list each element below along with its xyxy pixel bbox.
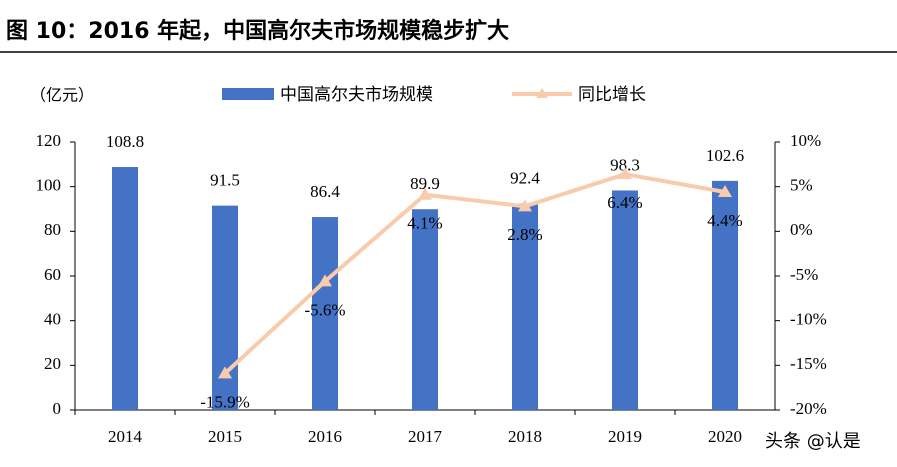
y-tick-label: 60 xyxy=(44,265,61,284)
bar xyxy=(612,190,638,410)
bar-value-label: 89.9 xyxy=(410,174,440,193)
y2-tick-label: 0% xyxy=(790,220,813,239)
x-tick-label: 2014 xyxy=(108,427,143,446)
y-tick-label: 80 xyxy=(44,220,61,239)
line-value-label: -15.9% xyxy=(200,392,250,411)
bar xyxy=(312,217,338,410)
line-value-label: 4.1% xyxy=(407,214,442,233)
y2-tick-label: -5% xyxy=(790,265,818,284)
line-value-label: 6.4% xyxy=(607,193,642,212)
x-tick-label: 2018 xyxy=(508,427,542,446)
bar-value-label: 92.4 xyxy=(510,169,540,188)
x-tick-label: 2017 xyxy=(408,427,443,446)
chart-title: 图 10：2016 年起，中国高尔夫市场规模稳步扩大 xyxy=(6,18,509,44)
line-marker xyxy=(618,167,632,180)
y-tick-label: 20 xyxy=(44,354,61,373)
line-marker xyxy=(218,366,232,379)
bar xyxy=(112,167,138,410)
bar-value-label: 98.3 xyxy=(610,155,640,174)
line-marker xyxy=(418,187,432,200)
line-value-label: 2.8% xyxy=(507,225,542,244)
y-axis-label: （亿元） xyxy=(30,86,94,105)
y2-tick-label: -15% xyxy=(790,354,827,373)
x-tick-label: 2016 xyxy=(308,427,342,446)
x-tick-label: 2015 xyxy=(208,427,242,446)
bar-value-label: 108.8 xyxy=(106,132,144,151)
y-tick-label: 120 xyxy=(36,131,62,150)
legend-label: 同比增长 xyxy=(578,85,646,105)
bar xyxy=(212,205,238,410)
line xyxy=(223,172,726,375)
legend-swatch xyxy=(222,88,274,100)
watermark: 头条 @认是 xyxy=(765,431,861,452)
line-marker xyxy=(518,199,532,212)
x-tick-label: 2019 xyxy=(608,427,642,446)
y-tick-label: 100 xyxy=(36,176,62,195)
y2-tick-label: 10% xyxy=(790,131,821,150)
bar-value-label: 91.5 xyxy=(210,171,240,190)
line-marker xyxy=(718,185,732,198)
line-marker xyxy=(318,274,332,287)
x-tick-label: 2020 xyxy=(708,427,742,446)
line-value-label: -5.6% xyxy=(304,300,345,319)
y-tick-label: 40 xyxy=(44,310,61,329)
y2-tick-label: -20% xyxy=(790,399,827,418)
y-tick-label: 0 xyxy=(53,399,62,418)
line-value-label: 4.4% xyxy=(707,211,742,230)
y2-tick-label: -10% xyxy=(790,310,827,329)
y2-tick-label: 5% xyxy=(790,176,813,195)
bar-value-label: 86.4 xyxy=(310,182,340,201)
legend-marker xyxy=(536,88,548,98)
bar xyxy=(412,209,438,410)
bar-value-label: 102.6 xyxy=(706,146,744,165)
legend-label: 中国高尔夫市场规模 xyxy=(280,85,433,105)
bar xyxy=(712,180,738,410)
bar xyxy=(512,203,538,410)
